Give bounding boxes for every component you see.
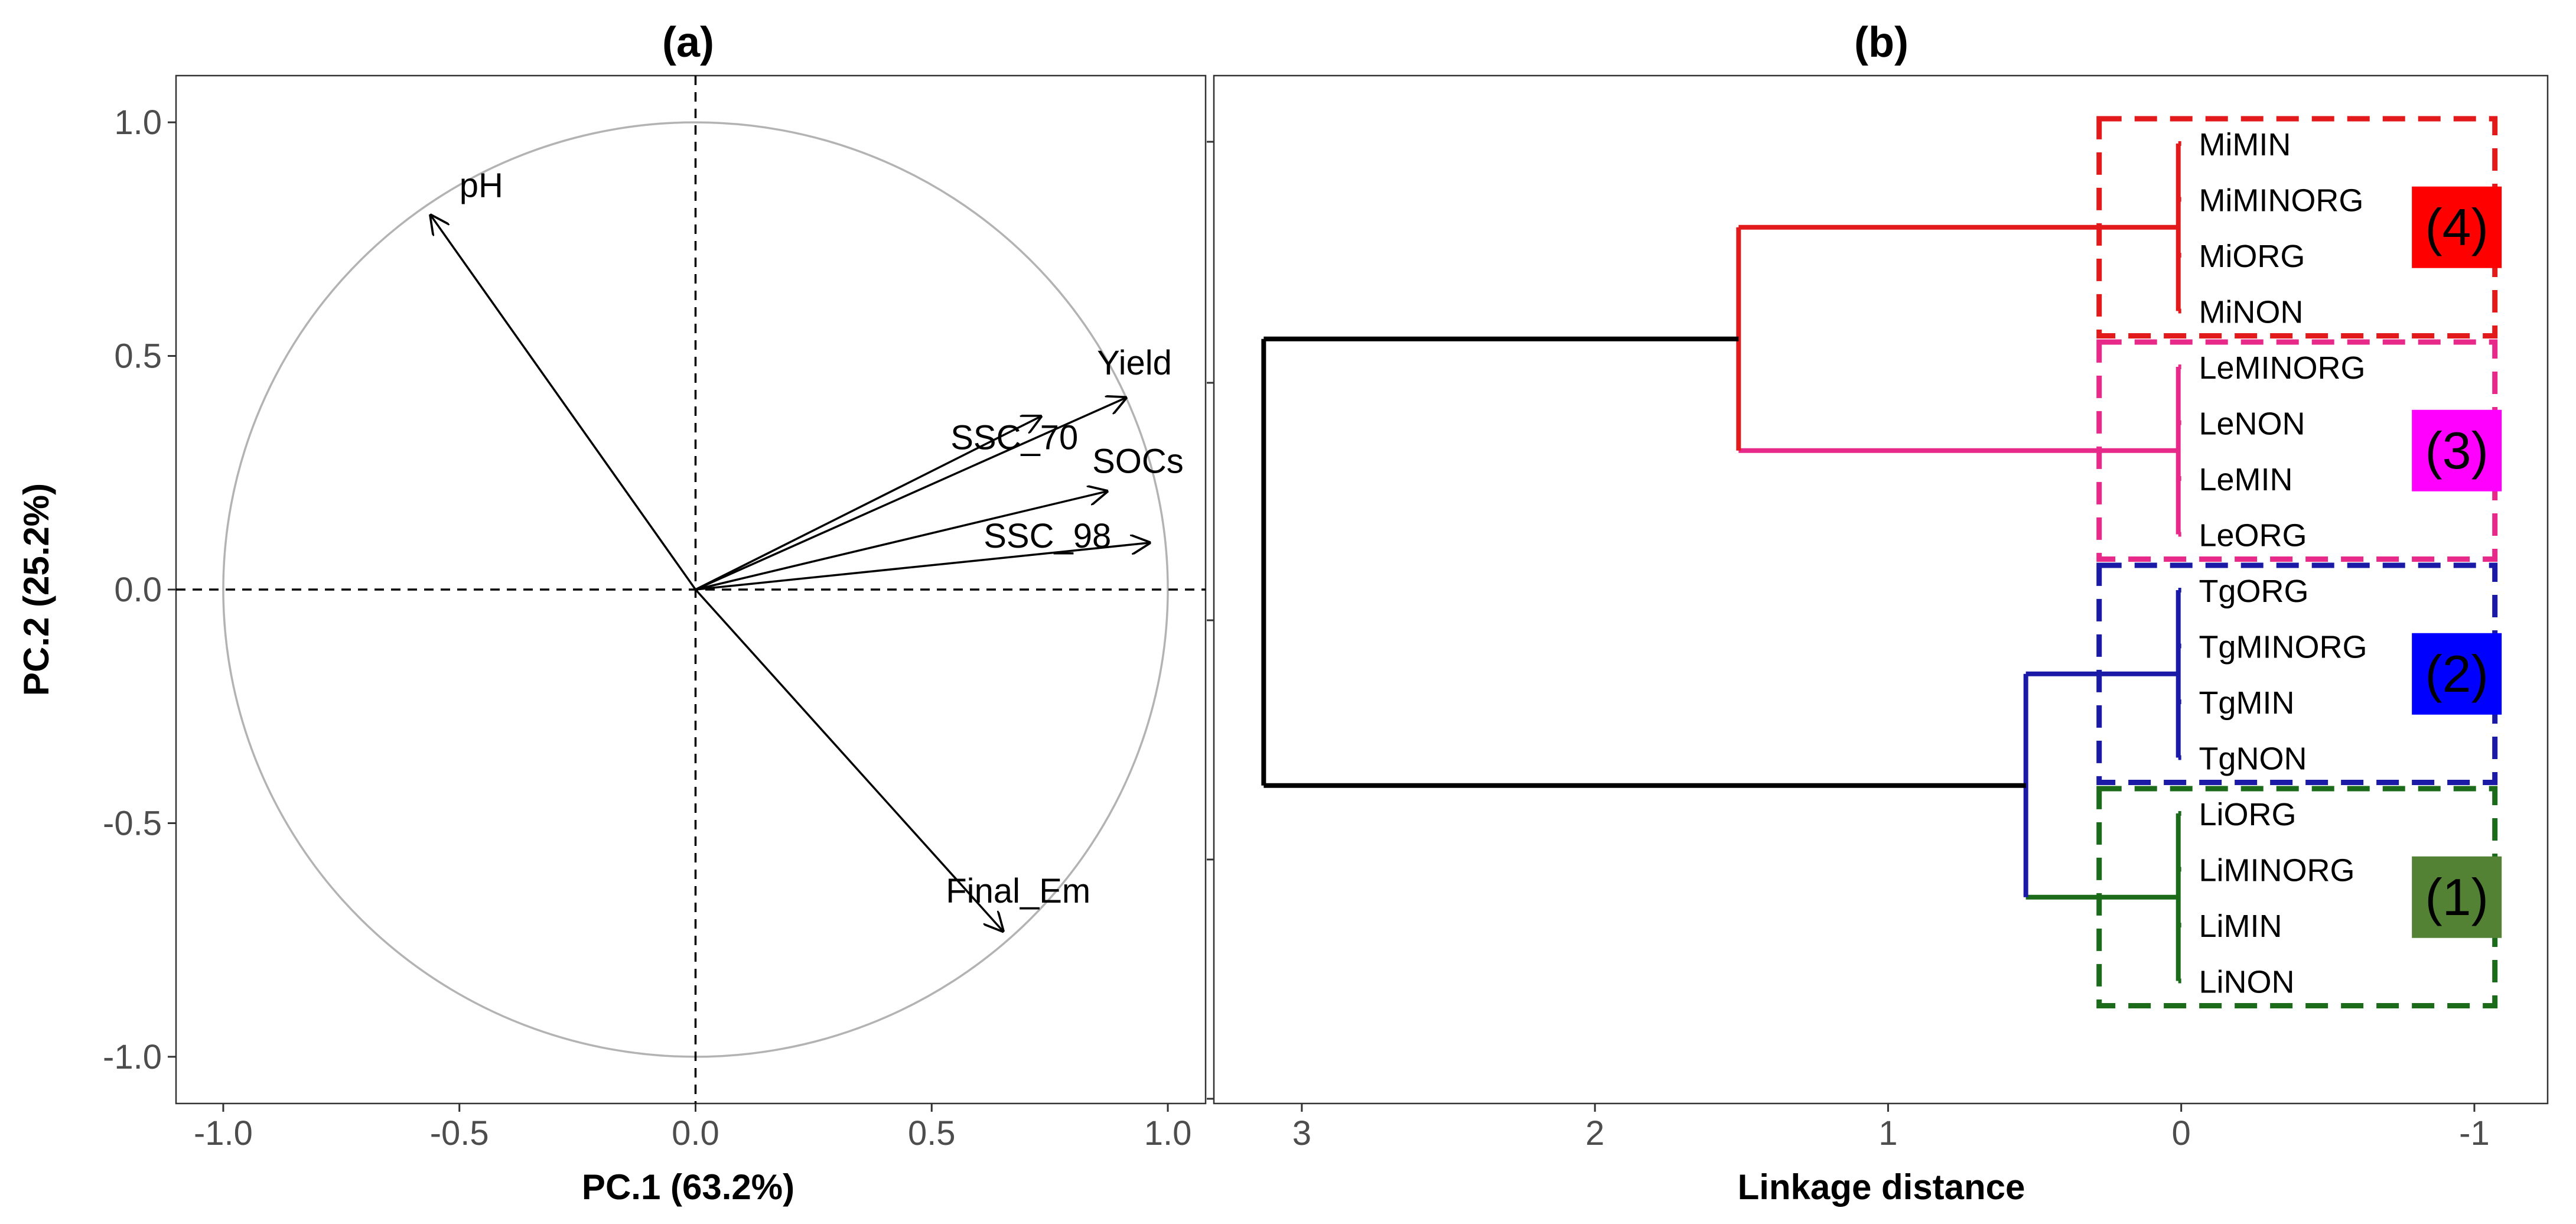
panel-a-y-axis-label: PC.2 (25.2%) (17, 483, 56, 696)
leaf-label-minon: MiNON (2199, 295, 2303, 330)
panel-b-plot-frame (1213, 74, 2549, 1105)
panel-b-axis-ticks: 3 2 1 0 -1 (1207, 141, 2490, 1153)
y-tick-label: -1.0 (103, 1038, 162, 1076)
leaf-label-tgminorg: TgMINORG (2199, 630, 2367, 665)
y-tick-label: 0.5 (114, 337, 162, 376)
vector-label-yield: Yield (1097, 344, 1172, 382)
x-tick-label: -0.5 (430, 1114, 489, 1153)
panel-a-title: (a) (662, 19, 714, 66)
vector-arrow-socs (695, 491, 1106, 591)
x-tick-label: -1.0 (194, 1114, 253, 1153)
x-tick-label: 0 (2172, 1114, 2191, 1153)
cluster-badge-label-3: (3) (2425, 421, 2489, 480)
vector-arrow-ssc-70 (695, 416, 1040, 591)
vector-arrow-ssc-98 (695, 543, 1149, 591)
leaf-label-lenon: LeNON (2199, 406, 2305, 442)
pca-biplot-panel: (a) pH Yield SSC_70 SOCs SSC_98 Final_Em -1.0… (17, 19, 1207, 1207)
cluster-badge-2 (2412, 633, 2502, 715)
x-tick-label: 0.0 (672, 1114, 719, 1153)
leaf-label-tgmin: TgMIN (2199, 685, 2294, 721)
leaf-label-mimin: MiMIN (2199, 127, 2291, 162)
cluster-badge-1 (2412, 856, 2502, 938)
vector-label-ph: pH (460, 167, 503, 205)
y-tick-label: 1.0 (114, 103, 162, 142)
leaf-label-liminorg: LiMINORG (2199, 853, 2354, 888)
leaf-label-linon: LiNON (2199, 965, 2294, 1000)
cluster-badge-3 (2412, 409, 2502, 491)
vector-arrow-yield (695, 398, 1125, 591)
vector-label-socs: SOCs (1092, 442, 1184, 480)
x-tick-label: 1 (1878, 1114, 1897, 1153)
y-tick-label: -0.5 (103, 804, 162, 842)
x-tick-label: 1.0 (1144, 1114, 1192, 1153)
vector-arrow-ph (431, 216, 696, 591)
leaf-label-leorg: LeORG (2199, 518, 2307, 554)
x-tick-label: 2 (1585, 1114, 1604, 1153)
panel-b-title: (b) (1854, 19, 1909, 66)
leaf-label-lemin: LeMIN (2199, 462, 2292, 497)
cluster-badge-4 (2412, 186, 2502, 268)
leaf-label-tgorg: TgORG (2199, 574, 2308, 609)
leaf-label-miminorg: MiMINORG (2199, 183, 2363, 219)
y-tick-label: 0.0 (114, 571, 162, 609)
panel-a-axis-ticks: -1.0 -0.5 0.0 0.5 1.0 -1.0 -0.5 0.0 0.5 1.0 (103, 103, 1191, 1153)
leaf-label-miorg: MiORG (2199, 239, 2305, 274)
x-tick-label: -1 (2459, 1114, 2490, 1153)
x-tick-label: 0.5 (908, 1114, 956, 1153)
cluster-badge-label-2: (2) (2425, 644, 2489, 703)
panel-b-content: MiMIN MiMINORG MiORG MiNON (4) LeMINORG LeNON L… (1261, 116, 2502, 1008)
leaf-label-leminorg: LeMINORG (2199, 350, 2365, 386)
panel-a-x-axis-label: PC.1 (63.2%) (582, 1167, 794, 1207)
leaf-label-limin: LiMIN (2199, 909, 2282, 944)
panel-b-x-axis-label: Linkage distance (1738, 1167, 2025, 1207)
dendrogram-panel: (b) MiMIN MiMINORG MiORG MiNON (4) LeMINORG Le… (1207, 19, 2549, 1207)
cluster-badge-label-1: (1) (2425, 868, 2489, 926)
leaf-label-tgnon: TgNON (2199, 741, 2307, 777)
leaf-label-liorg: LiORG (2199, 797, 2296, 832)
vector-label-final-em: Final_Em (946, 872, 1090, 910)
vector-label-ssc-70: SSC_70 (950, 419, 1078, 457)
x-tick-label: 3 (1292, 1114, 1311, 1153)
cluster-badge-label-4: (4) (2425, 198, 2489, 256)
panel-a-content: pH Yield SSC_70 SOCs SSC_98 Final_Em (176, 76, 1206, 1103)
vector-label-ssc-98: SSC_98 (983, 517, 1111, 555)
vector-arrow-final-em (695, 588, 1002, 930)
